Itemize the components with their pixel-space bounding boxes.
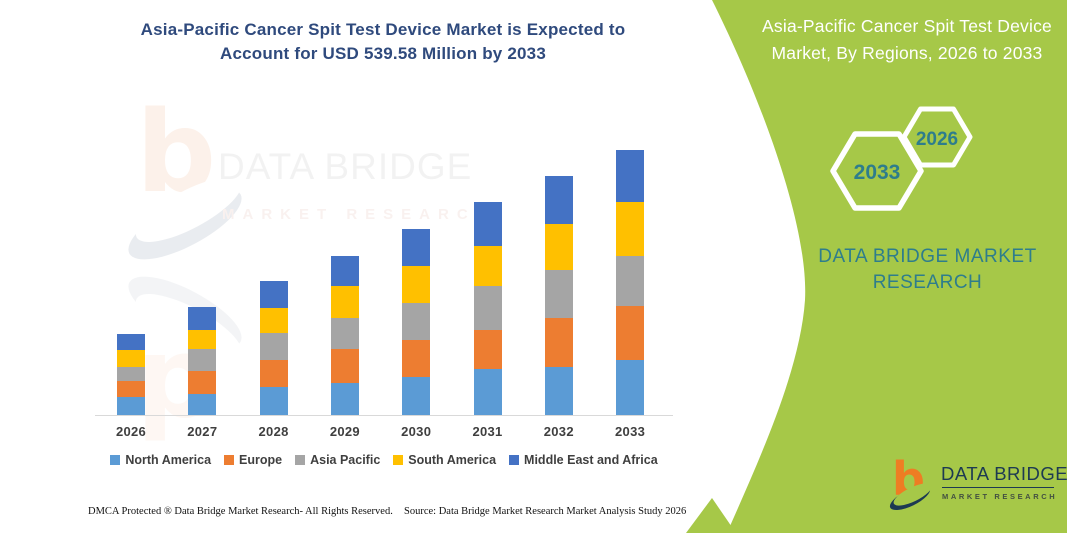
bar-segment	[117, 367, 145, 381]
legend-label: Europe	[239, 453, 283, 467]
bar-segment	[117, 381, 145, 397]
x-axis-label: 2028	[258, 424, 289, 439]
stacked-bar-2031	[473, 202, 502, 415]
stacked-bar-2028	[259, 281, 288, 415]
legend-label: North America	[125, 453, 212, 467]
hexagon-2026-label: 2026	[916, 129, 958, 150]
x-axis-label: 2026	[115, 424, 147, 439]
legend-item: Asia Pacific	[295, 453, 380, 467]
legend-item: North America	[110, 453, 211, 467]
dmca-disclaimer: DMCA Protected ® Data Bridge Market Rese…	[88, 506, 393, 517]
logo-subname: MARKET RESEARCH	[942, 492, 1058, 501]
legend-label: Asia Pacific	[310, 453, 381, 467]
bar-segment	[402, 266, 431, 303]
bar-segment	[616, 202, 645, 256]
x-axis-label: 2031	[472, 424, 503, 439]
bar-segment	[544, 270, 573, 318]
stacked-bar-2029	[330, 256, 359, 415]
bar-segment	[402, 303, 431, 340]
bar-segment	[473, 330, 502, 369]
stacked-bar-2032	[544, 176, 573, 415]
bar-segment	[473, 286, 502, 330]
bar-segment	[259, 333, 288, 360]
x-axis-label: 2033	[615, 424, 646, 439]
bar-segment	[259, 281, 288, 308]
bar-segment	[259, 308, 288, 333]
chart-legend: North America Europe Asia Pacific South Ame…	[85, 453, 683, 467]
green-panel-shape	[712, 0, 1067, 533]
bar-segment	[330, 349, 359, 383]
side-panel-title: Asia-Pacific Cancer Spit Test Device Mar…	[762, 16, 1052, 63]
bar-segment	[117, 334, 145, 350]
x-axis-label: 2030	[401, 424, 432, 439]
bar-segment	[544, 224, 573, 270]
legend-item: Middle East and Africa	[509, 453, 658, 467]
bar-segment	[402, 229, 431, 266]
bar-chart-plot	[95, 140, 673, 416]
legend-swatch-icon	[393, 455, 404, 465]
bar-segment	[259, 360, 288, 387]
legend-label: South America	[408, 453, 497, 467]
bar-segment	[259, 387, 288, 415]
bar-segment	[402, 340, 431, 377]
green-bottom-sliver	[686, 498, 736, 533]
chart-title: Asia-Pacific Cancer Spit Test Device Mar…	[140, 20, 626, 63]
bar-segment	[330, 256, 359, 286]
source-note: Source: Data Bridge Market Research Mark…	[404, 506, 687, 517]
bar-segment	[544, 367, 573, 415]
stacked-bar-2026	[117, 334, 145, 415]
bar-segment	[188, 349, 217, 371]
bar-segment	[544, 176, 573, 224]
stacked-bar-2033	[616, 150, 645, 415]
bar-segment	[616, 360, 645, 415]
hexagon-2033	[830, 131, 924, 211]
side-panel-brand-text: DATA BRIDGE MARKET RESEARCH	[818, 246, 1037, 293]
bar-segment	[330, 286, 359, 318]
bar-segment	[330, 318, 359, 349]
legend-swatch-icon	[110, 455, 121, 465]
x-axis-label: 2029	[329, 424, 360, 439]
bar-segment	[616, 306, 645, 360]
x-axis-label: 2027	[187, 424, 218, 439]
bar-segment	[330, 383, 359, 415]
bar-segment	[616, 256, 645, 306]
bar-segment	[473, 246, 502, 286]
legend-swatch-icon	[224, 455, 235, 465]
legend-item: Europe	[224, 453, 282, 467]
bar-segment	[473, 369, 502, 415]
bar-segment	[117, 397, 145, 415]
bar-segment	[188, 330, 217, 349]
bar-segment	[188, 394, 217, 415]
databridge-logo-icon: b	[889, 455, 932, 511]
bar-segment	[616, 150, 645, 202]
stacked-bar-2030	[402, 229, 431, 415]
hexagon-2033-label: 2033	[854, 161, 901, 184]
logo-rule	[942, 487, 1054, 488]
x-axis-label: 2032	[543, 424, 574, 439]
legend-item: South America	[393, 453, 496, 467]
legend-swatch-icon	[295, 455, 306, 465]
x-axis-labels: 2026 2027 2028 2029 2030 2031 2032 2033	[95, 424, 673, 442]
stacked-bar-2027	[188, 307, 217, 415]
bar-segment	[117, 350, 145, 367]
legend-label: Middle East and Africa	[524, 453, 658, 467]
bar-segment	[188, 307, 217, 330]
legend-swatch-icon	[509, 455, 520, 465]
bar-segment	[188, 371, 217, 394]
bar-segment	[402, 377, 431, 415]
logo-name: DATA BRIDGE	[941, 463, 1067, 484]
bar-segment	[473, 202, 502, 246]
bar-segment	[544, 318, 573, 367]
databridge-logo: b DATA BRIDGE MARKET RESEARCH	[886, 455, 1067, 517]
